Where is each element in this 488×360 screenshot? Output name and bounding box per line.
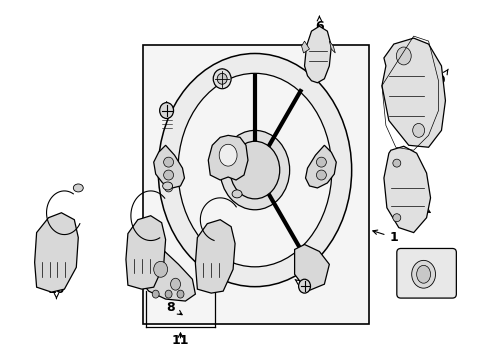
Polygon shape	[208, 135, 247, 180]
Polygon shape	[381, 38, 445, 147]
Polygon shape	[301, 41, 309, 53]
Ellipse shape	[153, 261, 167, 277]
Text: 7: 7	[413, 198, 429, 212]
Ellipse shape	[158, 54, 351, 287]
Ellipse shape	[163, 182, 172, 190]
Ellipse shape	[164, 184, 172, 192]
Polygon shape	[153, 145, 184, 188]
Ellipse shape	[160, 103, 173, 118]
Ellipse shape	[230, 141, 279, 199]
Text: 9: 9	[435, 69, 447, 87]
Polygon shape	[136, 244, 195, 301]
Bar	[142, 45, 368, 324]
Ellipse shape	[165, 290, 172, 298]
Ellipse shape	[217, 73, 226, 84]
Ellipse shape	[392, 159, 400, 167]
Ellipse shape	[316, 170, 325, 180]
Ellipse shape	[170, 278, 180, 290]
Text: 5: 5	[437, 268, 452, 281]
Text: 2: 2	[294, 279, 308, 293]
Ellipse shape	[213, 69, 231, 89]
Text: 4: 4	[224, 143, 232, 159]
Text: 2: 2	[162, 102, 171, 119]
Ellipse shape	[232, 190, 242, 198]
Ellipse shape	[395, 47, 410, 65]
Text: 3: 3	[218, 69, 226, 85]
Ellipse shape	[73, 184, 83, 192]
Ellipse shape	[411, 260, 435, 288]
Ellipse shape	[177, 290, 183, 298]
Ellipse shape	[220, 130, 289, 210]
Ellipse shape	[163, 170, 173, 180]
Polygon shape	[328, 41, 335, 53]
Ellipse shape	[152, 290, 159, 298]
Text: 10: 10	[48, 283, 65, 298]
FancyBboxPatch shape	[396, 248, 455, 298]
Polygon shape	[383, 146, 429, 233]
Ellipse shape	[412, 123, 424, 137]
Ellipse shape	[298, 279, 310, 293]
Text: 1: 1	[372, 230, 397, 244]
Text: 11: 11	[171, 334, 189, 347]
Ellipse shape	[163, 157, 173, 167]
Polygon shape	[294, 244, 328, 291]
Text: 8: 8	[166, 301, 182, 315]
Ellipse shape	[219, 144, 237, 166]
Ellipse shape	[178, 73, 331, 267]
Polygon shape	[304, 26, 331, 83]
Polygon shape	[35, 213, 78, 292]
Polygon shape	[195, 220, 235, 293]
Text: 6: 6	[314, 16, 323, 33]
Polygon shape	[126, 216, 165, 289]
Ellipse shape	[316, 157, 325, 167]
Polygon shape	[305, 145, 336, 188]
Ellipse shape	[392, 214, 400, 222]
Ellipse shape	[416, 265, 429, 283]
